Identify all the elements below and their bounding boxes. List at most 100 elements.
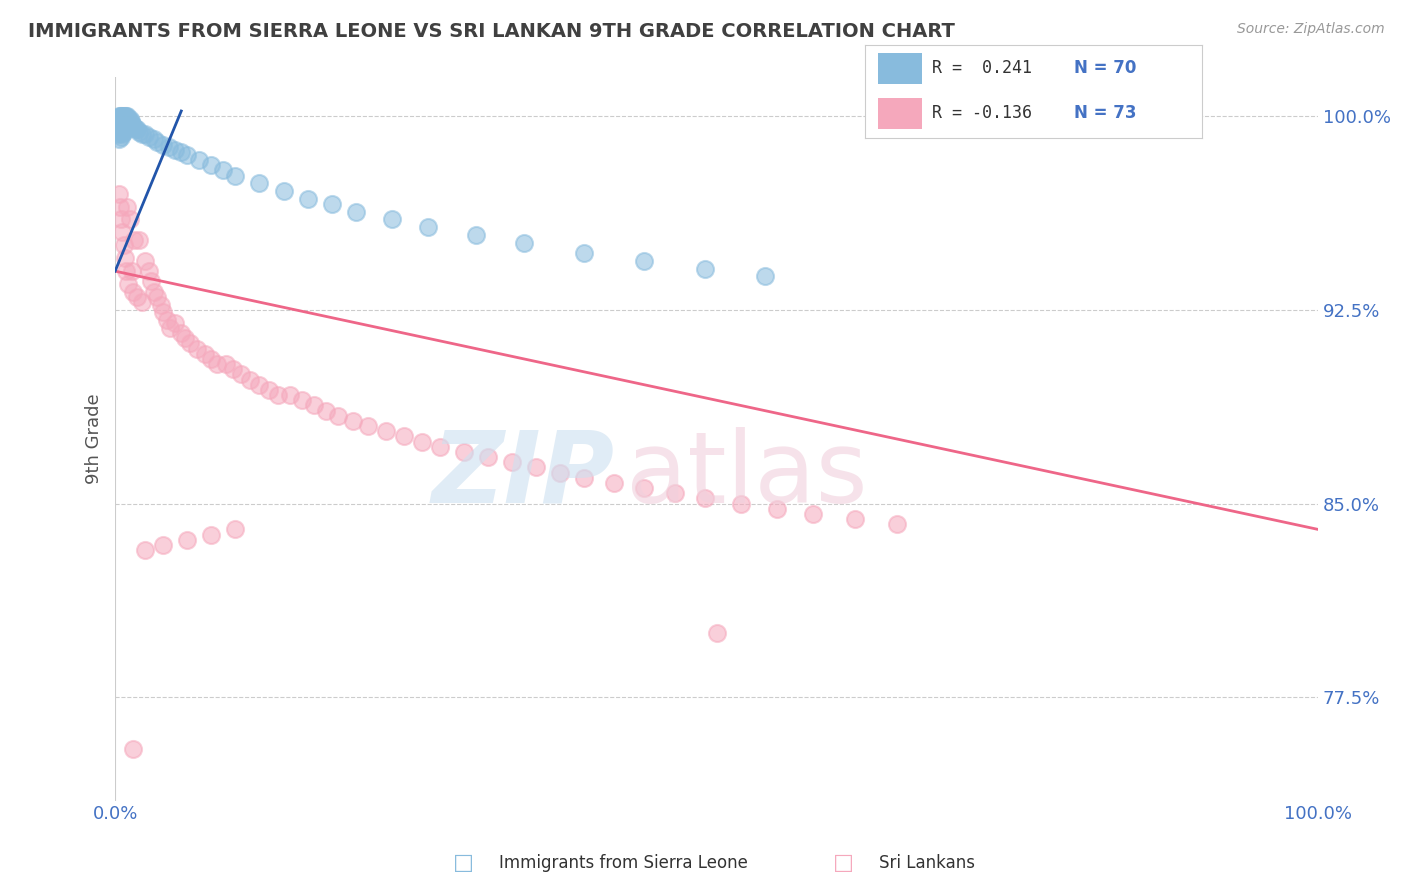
Point <box>110 212 132 227</box>
Point <box>501 455 523 469</box>
Point <box>107 120 129 134</box>
Point <box>115 117 138 131</box>
Point <box>117 117 139 131</box>
Point <box>118 120 141 134</box>
Point <box>107 132 129 146</box>
Point <box>120 114 142 128</box>
Point <box>107 186 129 201</box>
Point <box>416 220 439 235</box>
Point <box>222 362 245 376</box>
Point <box>297 192 319 206</box>
Point <box>381 212 404 227</box>
Point <box>146 135 169 149</box>
Point <box>176 533 198 547</box>
Point <box>159 321 181 335</box>
Point <box>165 143 187 157</box>
Point <box>257 383 280 397</box>
Point <box>141 275 163 289</box>
Point <box>128 125 150 139</box>
Point <box>165 316 187 330</box>
Point <box>111 128 134 142</box>
Point <box>633 481 655 495</box>
Point <box>574 471 596 485</box>
Point <box>357 419 380 434</box>
Text: ZIP: ZIP <box>432 426 614 524</box>
Point <box>173 331 195 345</box>
Point <box>524 460 547 475</box>
Point <box>207 357 229 371</box>
Point <box>110 109 132 123</box>
Text: Sri Lankans: Sri Lankans <box>879 855 974 872</box>
Point <box>224 169 246 183</box>
Point <box>844 512 866 526</box>
Point <box>138 264 160 278</box>
Point <box>315 403 337 417</box>
Point <box>156 313 179 327</box>
Point <box>110 117 132 131</box>
Point <box>278 388 301 402</box>
Point <box>142 285 165 299</box>
Point <box>125 122 148 136</box>
Point <box>117 112 139 126</box>
Point <box>200 158 222 172</box>
Point <box>200 351 222 366</box>
Point <box>765 501 787 516</box>
Point <box>128 233 150 247</box>
Point <box>603 475 626 490</box>
Point <box>114 252 136 266</box>
Text: Immigrants from Sierra Leone: Immigrants from Sierra Leone <box>499 855 748 872</box>
Text: atlas: atlas <box>627 426 868 524</box>
Point <box>118 212 141 227</box>
Point <box>110 112 132 126</box>
Point <box>215 357 238 371</box>
Point <box>107 117 129 131</box>
Point <box>122 742 145 756</box>
Point <box>115 200 138 214</box>
Point <box>224 523 246 537</box>
Point <box>212 163 235 178</box>
Point <box>115 109 138 123</box>
Point <box>152 305 174 319</box>
Point <box>108 114 131 128</box>
Point <box>194 347 217 361</box>
Text: □: □ <box>834 854 853 873</box>
Point <box>886 517 908 532</box>
Bar <box>879 98 922 129</box>
Point <box>112 125 135 139</box>
Point <box>134 253 156 268</box>
Point <box>730 497 752 511</box>
Point <box>146 290 169 304</box>
Point <box>801 507 824 521</box>
Point <box>693 491 716 506</box>
Point <box>321 197 343 211</box>
Text: R = -0.136: R = -0.136 <box>932 104 1032 122</box>
Point <box>121 264 143 278</box>
Point <box>118 112 141 126</box>
Point <box>112 117 135 131</box>
Point <box>124 122 146 136</box>
Point <box>108 125 131 139</box>
Point <box>125 290 148 304</box>
Point <box>121 117 143 131</box>
Point <box>754 269 776 284</box>
Point <box>111 120 134 134</box>
Point <box>138 129 160 144</box>
Point <box>392 429 415 443</box>
Point <box>249 377 271 392</box>
Point <box>112 109 135 123</box>
Point <box>111 226 134 240</box>
Point <box>706 625 728 640</box>
Text: N = 73: N = 73 <box>1074 104 1136 122</box>
Point <box>111 109 134 123</box>
Point <box>342 414 364 428</box>
Point <box>374 424 396 438</box>
Point <box>107 128 129 142</box>
Point <box>231 368 253 382</box>
Point <box>157 140 180 154</box>
Point <box>114 114 136 128</box>
Point <box>465 227 488 242</box>
Point <box>266 388 288 402</box>
Point <box>149 298 172 312</box>
Point <box>122 120 145 134</box>
Bar <box>879 53 922 84</box>
